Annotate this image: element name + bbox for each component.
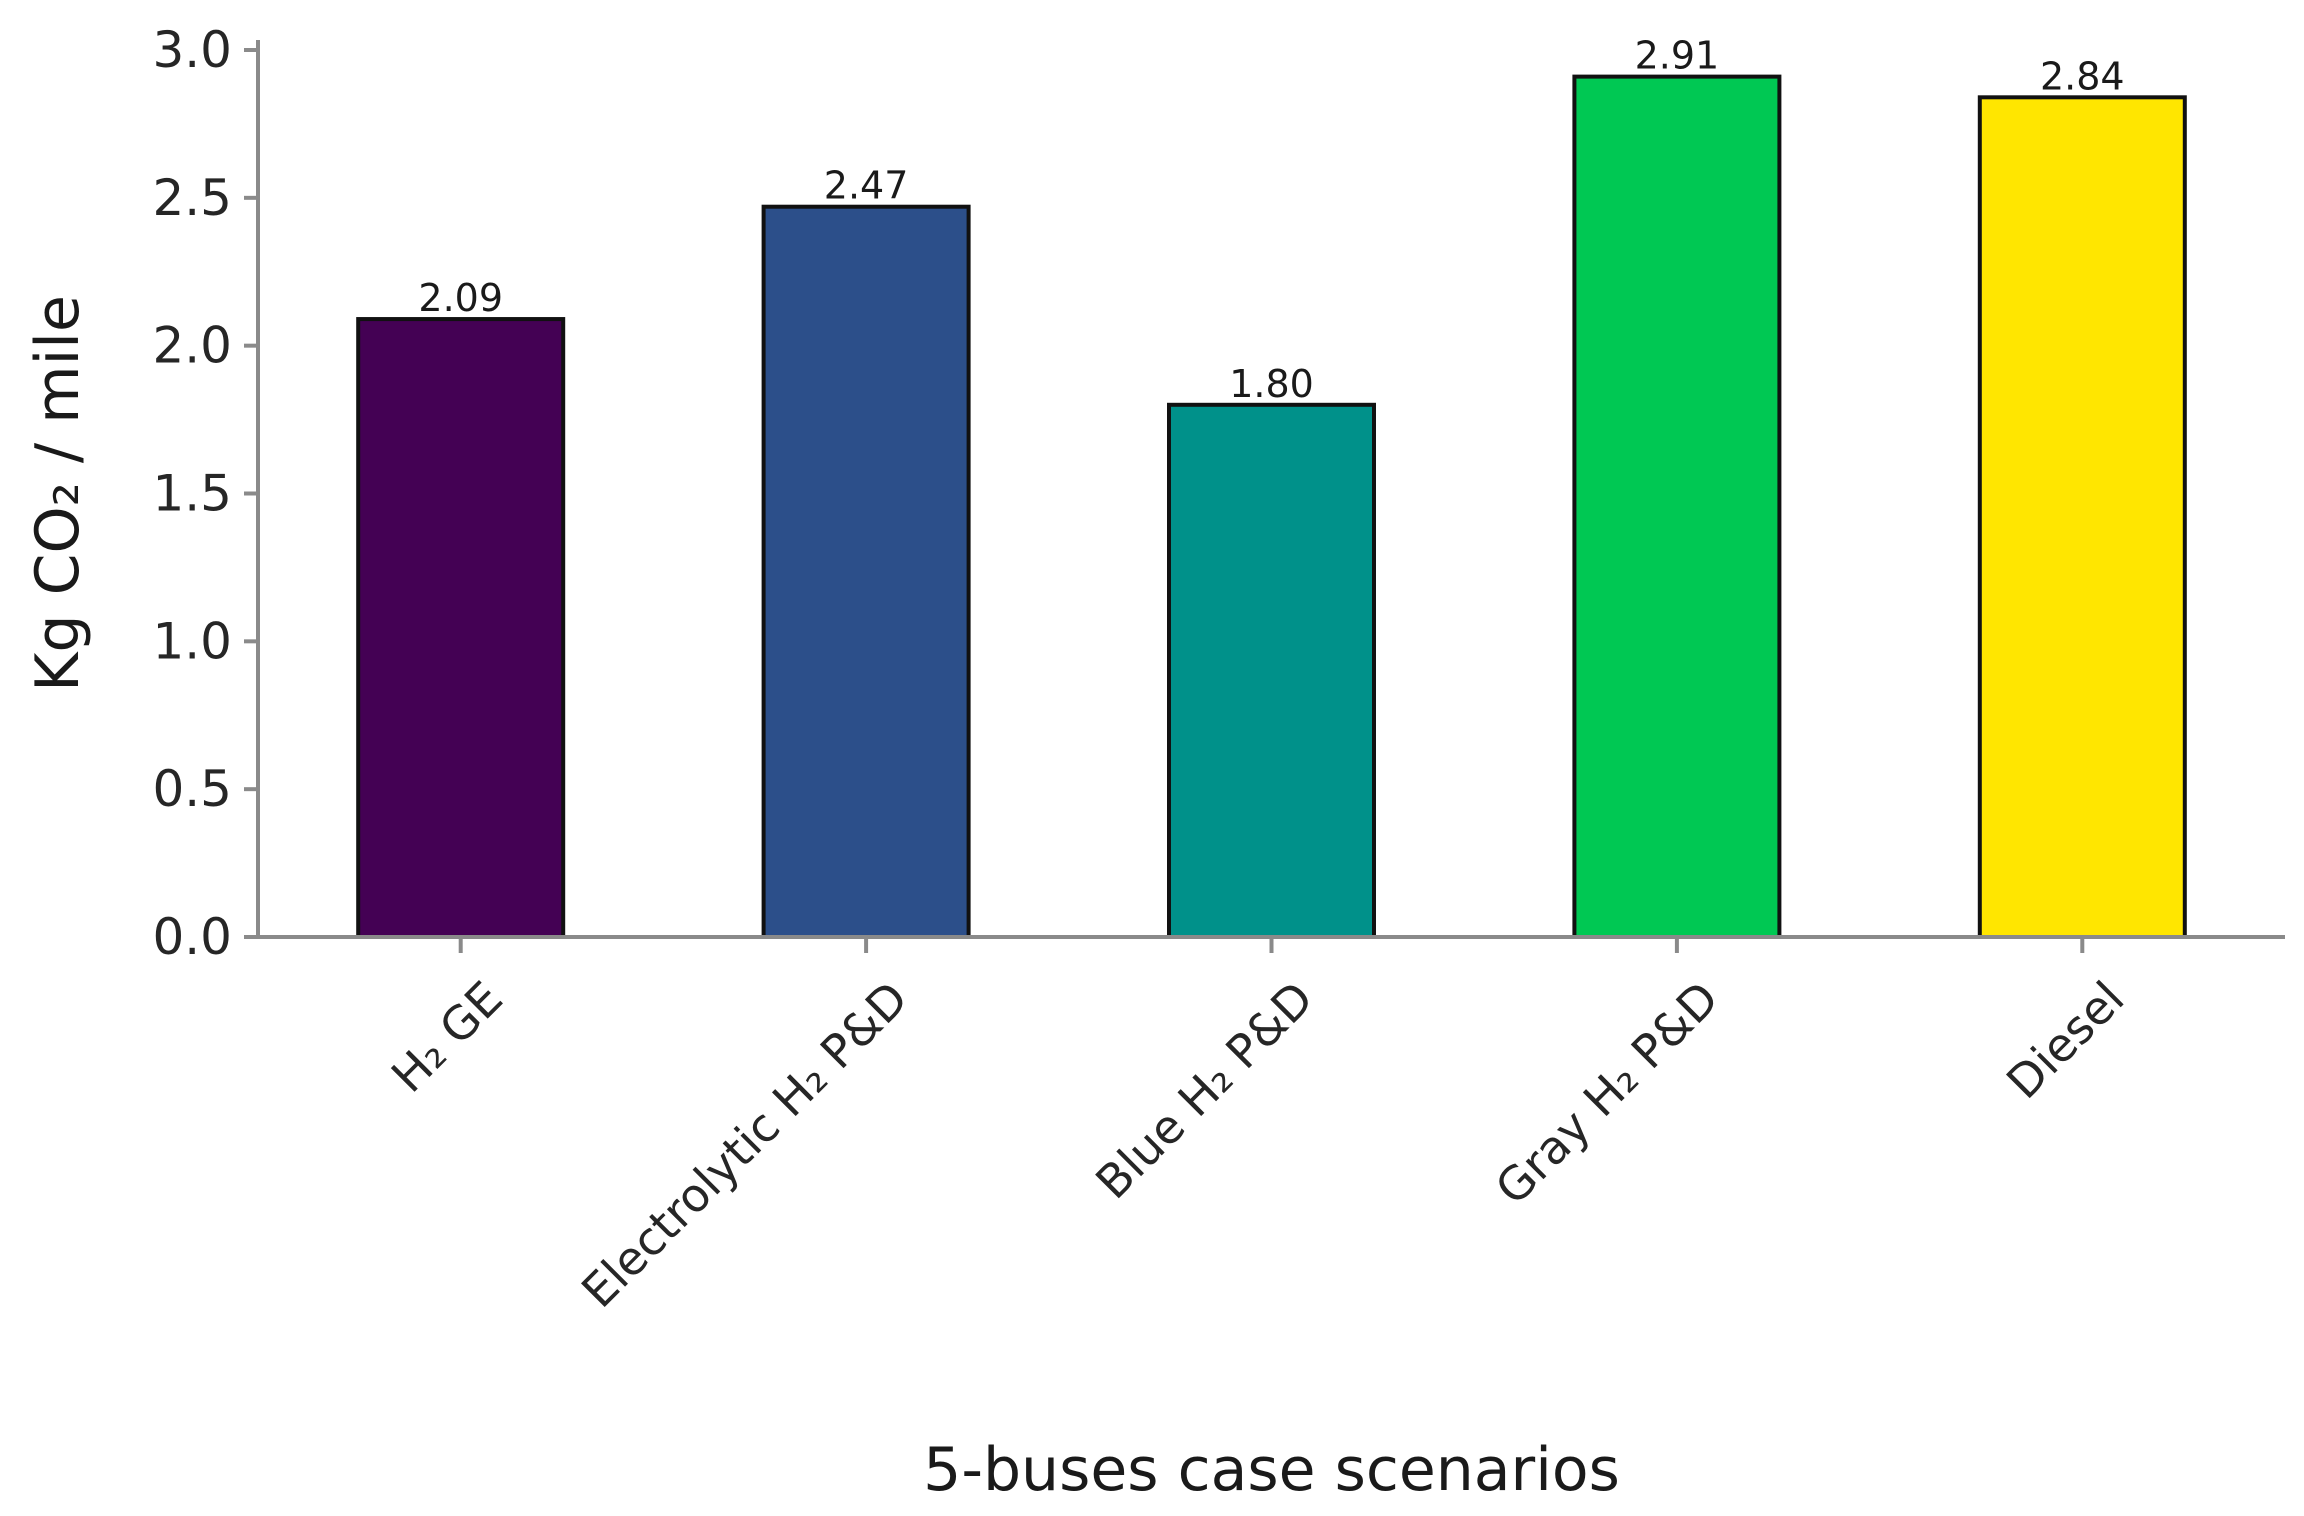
bar	[1572, 74, 1782, 940]
x-tick-label: Electrolytic H₂ P&D	[571, 971, 918, 1318]
y-tick-label: 0.5	[152, 760, 232, 818]
x-tick-label: Diesel	[1996, 971, 2134, 1109]
y-tick-label: 3.0	[152, 21, 232, 79]
bar-value-label: 2.47	[824, 164, 909, 208]
y-tick-label: 1.0	[152, 612, 232, 670]
y-tick-label: 0.0	[152, 908, 232, 966]
bar	[356, 317, 566, 940]
y-axis-title: Kg CO₂ / mile	[23, 295, 93, 692]
x-tick-label: H₂ GE	[381, 971, 513, 1103]
x-axis-ticks: H₂ GE Electrolytic H₂ P&D Blue H₂ P&D Gray …	[381, 937, 2134, 1318]
x-axis-title: 5-buses case scenarios	[923, 1435, 1620, 1505]
x-tick-label: Blue H₂ P&D	[1085, 971, 1323, 1209]
bar	[761, 204, 971, 940]
y-tick-label: 1.5	[152, 465, 232, 523]
bar-value-label: 1.80	[1229, 362, 1314, 406]
x-tick-label: Gray H₂ P&D	[1485, 971, 1729, 1215]
bar-value-label: 2.91	[1635, 34, 1720, 78]
y-tick-label: 2.0	[152, 317, 232, 375]
y-tick-label: 2.5	[152, 169, 232, 227]
bar-value-label: 2.09	[418, 276, 503, 320]
bar	[1167, 402, 1376, 939]
bars: 2.09 2.47 1.80 2.91 2.84	[356, 34, 2187, 940]
bar-value-label: 2.84	[2040, 54, 2125, 98]
bar	[1977, 95, 2187, 940]
y-axis-ticks: 0.0 0.5 1.0 1.5 2.0 2.5 3.0	[152, 21, 258, 966]
